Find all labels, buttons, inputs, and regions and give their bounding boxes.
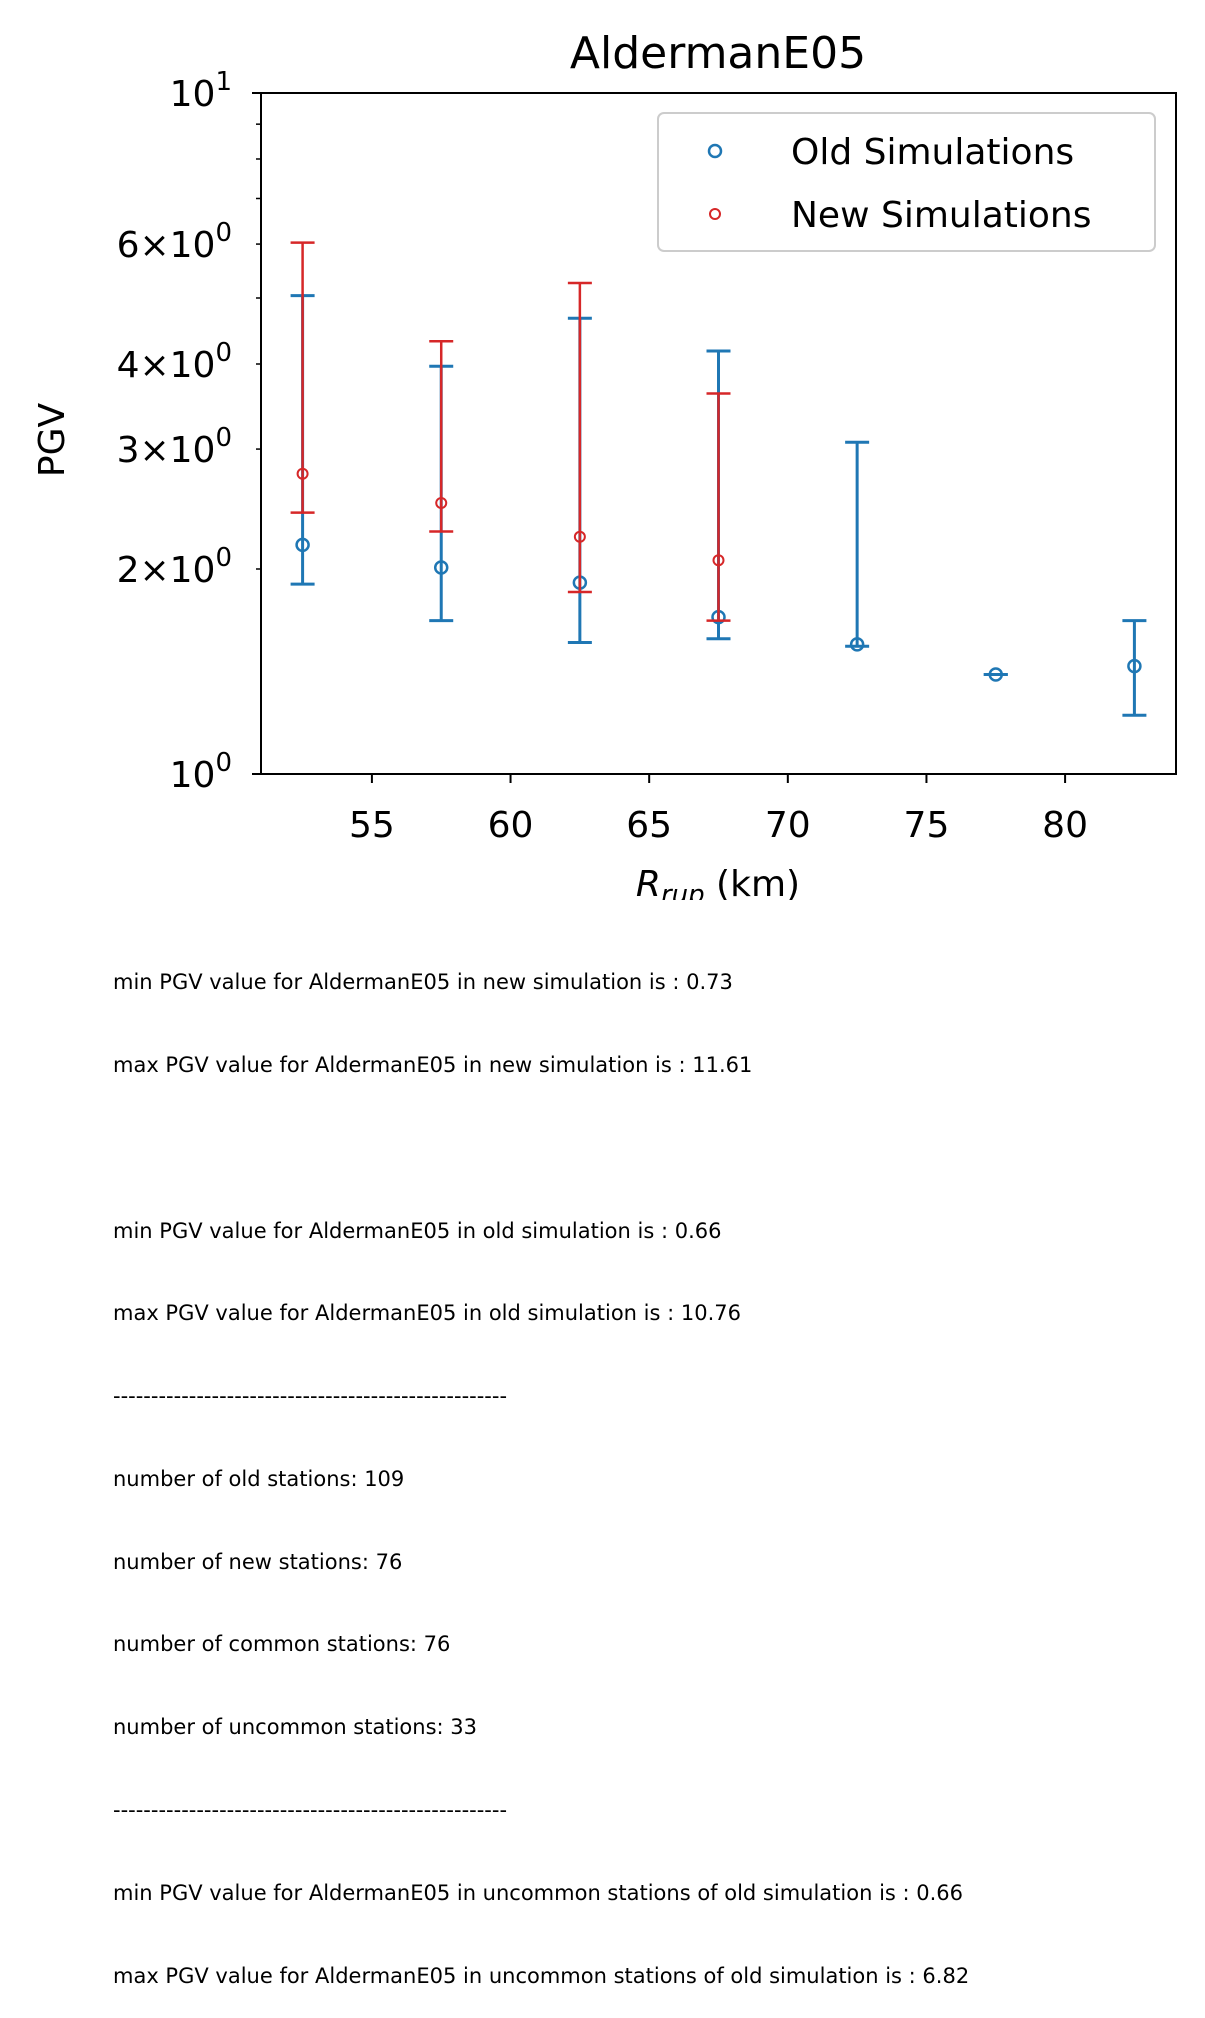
plot-frame xyxy=(260,92,1177,775)
new-sim-point xyxy=(296,467,309,480)
note-line: min PGV value for AldermanE05 in old sim… xyxy=(113,1218,722,1243)
summary-notes: min PGV value for AldermanE05 in new sim… xyxy=(113,914,969,2018)
note-line: ----------------------------------------… xyxy=(113,1798,508,1822)
note-line: number of new stations: 76 xyxy=(113,1549,403,1574)
x-tick-label: 70 xyxy=(765,805,811,846)
note-line: ----------------------------------------… xyxy=(113,1384,508,1409)
old-sim-point xyxy=(849,637,865,652)
new-sim-point xyxy=(435,497,448,510)
old-sim-point xyxy=(1127,658,1142,674)
y-tick-label: 2×100 xyxy=(117,543,232,591)
x-tick-label: 65 xyxy=(626,805,672,846)
note-line xyxy=(113,1135,969,1163)
y-tick-label: 101 xyxy=(170,67,232,115)
x-tick-label: 80 xyxy=(1042,805,1088,846)
chart-title: AldermanE05 xyxy=(570,28,866,79)
old-sim-point xyxy=(295,537,310,553)
legend-box xyxy=(657,112,1156,252)
legend-label-old: Old Simulations xyxy=(791,132,1074,173)
old-sim-point xyxy=(433,560,449,575)
note-line: number of old stations: 109 xyxy=(113,1466,405,1491)
x-tick-label: 60 xyxy=(488,805,534,846)
x-tick-label: 55 xyxy=(349,805,395,846)
y-tick-label: 100 xyxy=(170,748,232,796)
note-line: number of uncommon stations: 33 xyxy=(113,1715,477,1740)
y-tick-label: 3×100 xyxy=(117,423,232,471)
x-axis: 55 60 65 70 75 80 xyxy=(349,774,1088,846)
y-axis-label: PGV xyxy=(32,403,73,478)
y-tick-label: 4×100 xyxy=(117,338,232,386)
new-sim-point xyxy=(573,530,586,543)
plot-area xyxy=(290,241,1147,717)
note-line: max PGV value for AldermanE05 in old sim… xyxy=(113,1301,741,1326)
y-tick-label: 6×100 xyxy=(117,218,232,266)
note-line: number of common stations: 76 xyxy=(113,1632,451,1657)
new-sim-point xyxy=(712,554,725,567)
legend-marker-old xyxy=(707,143,723,159)
note-line: min PGV value for AldermanE05 in uncommo… xyxy=(113,1880,964,1905)
legend-label-new: New Simulations xyxy=(791,195,1091,236)
x-tick-label: 75 xyxy=(904,805,950,846)
note-line: max PGV value for AldermanE05 in new sim… xyxy=(113,1052,753,1077)
old-sim-point xyxy=(988,667,1004,682)
legend: Old Simulations New Simulations xyxy=(657,112,1156,252)
x-axis-label: Rrup (km) xyxy=(636,864,800,900)
legend-marker-new xyxy=(709,208,721,220)
pgv-chart: AldermanE05 55 60 65 70 75 80 100 2×100 3×100 4×… xyxy=(32,28,1177,900)
note-line: max PGV value for AldermanE05 in uncommo… xyxy=(113,1963,970,1988)
y-axis: 100 2×100 3×100 4×100 6×100 101 xyxy=(117,67,261,796)
note-line: min PGV value for AldermanE05 in new sim… xyxy=(113,970,733,995)
